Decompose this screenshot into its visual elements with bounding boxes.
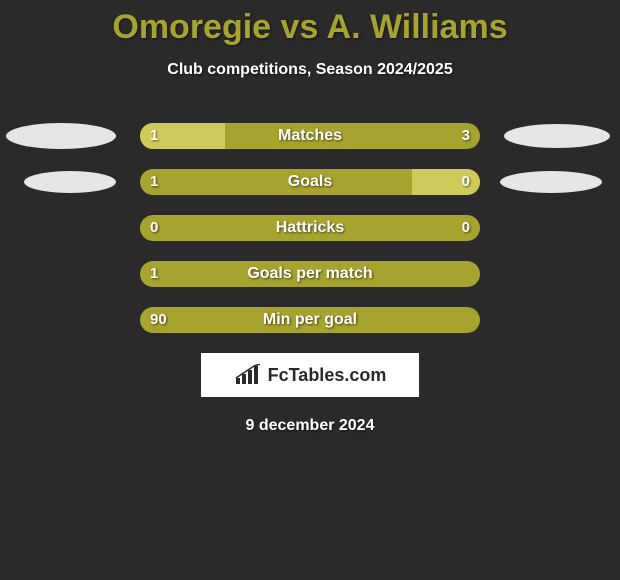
stat-row: Goals1 0: [0, 169, 620, 195]
stat-right-value: 0: [462, 169, 470, 195]
stat-left-value: 90: [150, 307, 167, 333]
stat-name: Hattricks: [140, 215, 480, 241]
date-line: 9 december 2024: [0, 417, 620, 435]
stat-left-value: 1: [150, 123, 158, 149]
stat-name: Min per goal: [140, 307, 480, 333]
stat-row: Hattricks0 0: [0, 215, 620, 241]
logo-chart-icon: [234, 364, 262, 386]
stat-left-value: 0: [150, 215, 158, 241]
stat-left-value: 1: [150, 261, 158, 287]
player-left-ellipse: [6, 123, 116, 149]
page-title: Omoregie vs A. Williams: [0, 0, 620, 47]
stat-row: Matches1 3: [0, 123, 620, 149]
player-left-ellipse: [24, 171, 116, 193]
stat-left-value: 1: [150, 169, 158, 195]
logo-box: FcTables.com: [201, 353, 419, 397]
stat-right-value: 3: [462, 123, 470, 149]
stat-row: Min per goal90: [0, 307, 620, 333]
stats-rows: Matches13Goals10Hattricks00Goals per mat…: [0, 123, 620, 333]
player-right-ellipse: [500, 171, 602, 193]
stat-name: Goals: [140, 169, 480, 195]
stat-name: Matches: [140, 123, 480, 149]
stat-right-value: 0: [462, 215, 470, 241]
stat-name: Goals per match: [140, 261, 480, 287]
player-right-ellipse: [504, 124, 610, 148]
stat-row: Goals per match1: [0, 261, 620, 287]
subtitle: Club competitions, Season 2024/2025: [0, 61, 620, 79]
logo-text: FcTables.com: [268, 365, 387, 386]
